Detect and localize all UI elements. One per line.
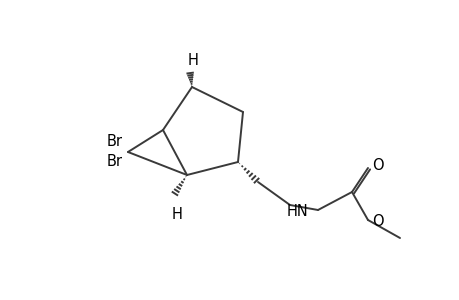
Text: O: O [371, 214, 383, 230]
Text: O: O [371, 158, 383, 173]
Text: Br: Br [107, 154, 123, 169]
Text: H: H [171, 207, 182, 222]
Text: HN: HN [285, 205, 308, 220]
Text: H: H [187, 53, 198, 68]
Text: Br: Br [107, 134, 123, 149]
